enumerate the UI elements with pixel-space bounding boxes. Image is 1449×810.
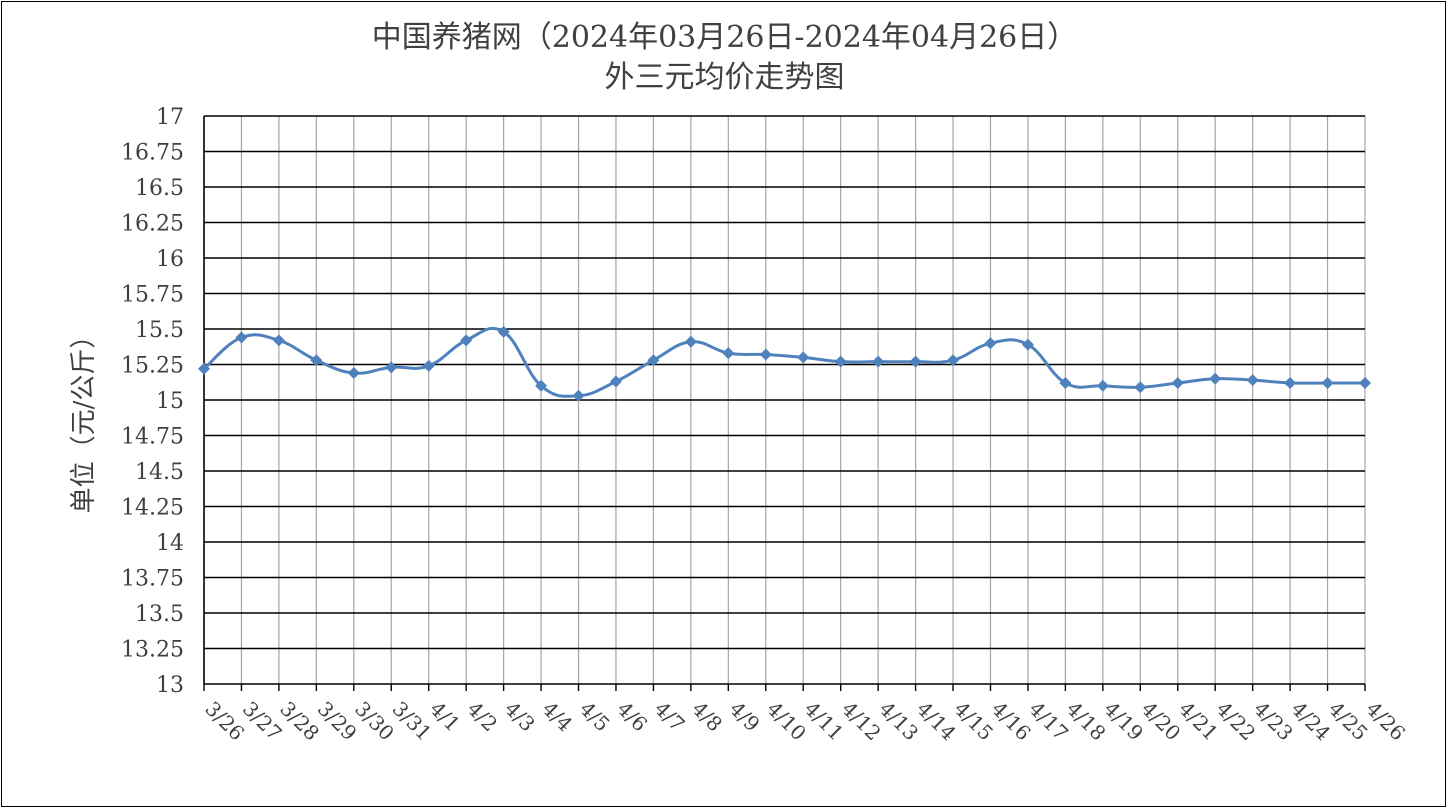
x-tick-label: 4/10 bbox=[762, 697, 811, 746]
data-point bbox=[684, 335, 697, 348]
series-markers bbox=[198, 325, 1371, 402]
x-tick-labels: 3/263/273/283/293/303/314/14/24/34/44/54… bbox=[200, 697, 1410, 746]
data-point bbox=[535, 379, 548, 392]
data-point bbox=[1246, 374, 1259, 387]
y-tick-label: 16 bbox=[156, 247, 184, 272]
y-tick-label: 13.25 bbox=[121, 638, 184, 663]
x-tick-label: 4/3 bbox=[500, 697, 540, 737]
x-tick-label: 4/21 bbox=[1174, 697, 1223, 746]
y-tick-label: 15.25 bbox=[121, 354, 184, 379]
data-point bbox=[1209, 372, 1222, 385]
chart-subtitle: 外三元均价走势图 bbox=[604, 60, 845, 95]
x-tick-label: 3/26 bbox=[200, 697, 249, 746]
x-tick-label: 4/26 bbox=[1361, 697, 1410, 746]
x-tick-label: 4/25 bbox=[1324, 697, 1373, 746]
x-tick-label: 4/16 bbox=[987, 697, 1036, 746]
y-tick-label: 13 bbox=[156, 673, 184, 698]
x-tick-label: 3/31 bbox=[388, 697, 437, 746]
y-tick-label: 13.5 bbox=[135, 602, 184, 627]
x-tick-label: 4/20 bbox=[1137, 697, 1186, 746]
y-tick-label: 13.75 bbox=[121, 567, 184, 592]
x-tick-label: 4/13 bbox=[875, 697, 924, 746]
data-point bbox=[460, 334, 473, 347]
data-point bbox=[497, 325, 510, 338]
x-tick-label: 4/4 bbox=[538, 697, 578, 737]
x-tick-label: 4/17 bbox=[1024, 697, 1073, 746]
x-tick-label: 4/5 bbox=[575, 697, 615, 737]
series-line bbox=[203, 326, 1365, 398]
data-point bbox=[347, 367, 360, 380]
chart-title: 中国养猪网（2024年03月26日-2024年04月26日） bbox=[371, 20, 1078, 55]
x-tick-label: 4/22 bbox=[1212, 697, 1261, 746]
data-point bbox=[1021, 338, 1034, 351]
axes bbox=[203, 116, 1366, 691]
data-point bbox=[1321, 376, 1334, 389]
x-tick-label: 3/30 bbox=[350, 697, 399, 746]
y-tick-label: 15 bbox=[156, 389, 184, 414]
data-point bbox=[834, 355, 847, 368]
y-tick-label: 14.25 bbox=[121, 496, 184, 521]
x-tick-label: 4/2 bbox=[463, 697, 503, 737]
x-tick-label: 4/19 bbox=[1099, 697, 1148, 746]
data-point bbox=[572, 389, 585, 402]
x-tick-label: 4/15 bbox=[949, 697, 998, 746]
data-point bbox=[647, 354, 660, 367]
x-tick-label: 3/28 bbox=[275, 697, 324, 746]
y-tick-label: 15.75 bbox=[121, 283, 184, 308]
x-tick-label: 4/8 bbox=[687, 697, 727, 737]
data-point bbox=[722, 347, 735, 360]
data-point bbox=[235, 331, 248, 344]
data-point bbox=[909, 355, 922, 368]
x-tick-label: 4/11 bbox=[800, 697, 849, 746]
x-tick-label: 4/6 bbox=[612, 697, 652, 737]
y-tick-label: 16.75 bbox=[121, 141, 184, 166]
data-point bbox=[609, 375, 622, 388]
data-point bbox=[759, 348, 772, 361]
data-point bbox=[422, 359, 435, 372]
data-point bbox=[947, 354, 960, 367]
data-point bbox=[198, 362, 210, 375]
data-point bbox=[1096, 379, 1109, 392]
y-tick-label: 16.5 bbox=[135, 176, 184, 201]
y-tick-label: 17 bbox=[156, 105, 184, 130]
y-axis-label: 单位（元/公斤） bbox=[69, 323, 99, 514]
x-tick-label: 3/27 bbox=[238, 697, 287, 746]
y-tick-label: 14 bbox=[156, 531, 184, 556]
x-tick-label: 4/14 bbox=[912, 697, 961, 746]
data-point bbox=[310, 354, 323, 367]
data-point bbox=[872, 355, 885, 368]
data-point bbox=[1059, 376, 1072, 389]
y-tick-label: 14.5 bbox=[135, 460, 184, 485]
data-point bbox=[1134, 381, 1147, 394]
x-tick-label: 4/23 bbox=[1249, 697, 1298, 746]
x-tick-label: 4/12 bbox=[837, 697, 886, 746]
data-point bbox=[385, 361, 398, 374]
x-tick-label: 4/7 bbox=[650, 697, 690, 737]
x-tick-label: 3/29 bbox=[313, 697, 362, 746]
data-point bbox=[984, 337, 997, 350]
data-point bbox=[272, 334, 285, 347]
data-point bbox=[1171, 376, 1184, 389]
y-tick-label: 16.25 bbox=[121, 212, 184, 237]
x-tick-label: 4/18 bbox=[1062, 697, 1111, 746]
x-tick-label: 4/9 bbox=[725, 697, 765, 737]
y-tick-label: 15.5 bbox=[135, 318, 184, 343]
y-tick-labels: 13 13.25 13.5 13.75 14 14.25 14.5 14.75 15 15.25 1… bbox=[121, 105, 184, 698]
data-point bbox=[1284, 376, 1297, 389]
horizontal-gridlines bbox=[204, 115, 1365, 650]
x-tick-label: 4/24 bbox=[1287, 697, 1336, 746]
data-point bbox=[1359, 376, 1371, 389]
data-point bbox=[797, 351, 810, 364]
y-tick-label: 14.75 bbox=[121, 425, 184, 450]
